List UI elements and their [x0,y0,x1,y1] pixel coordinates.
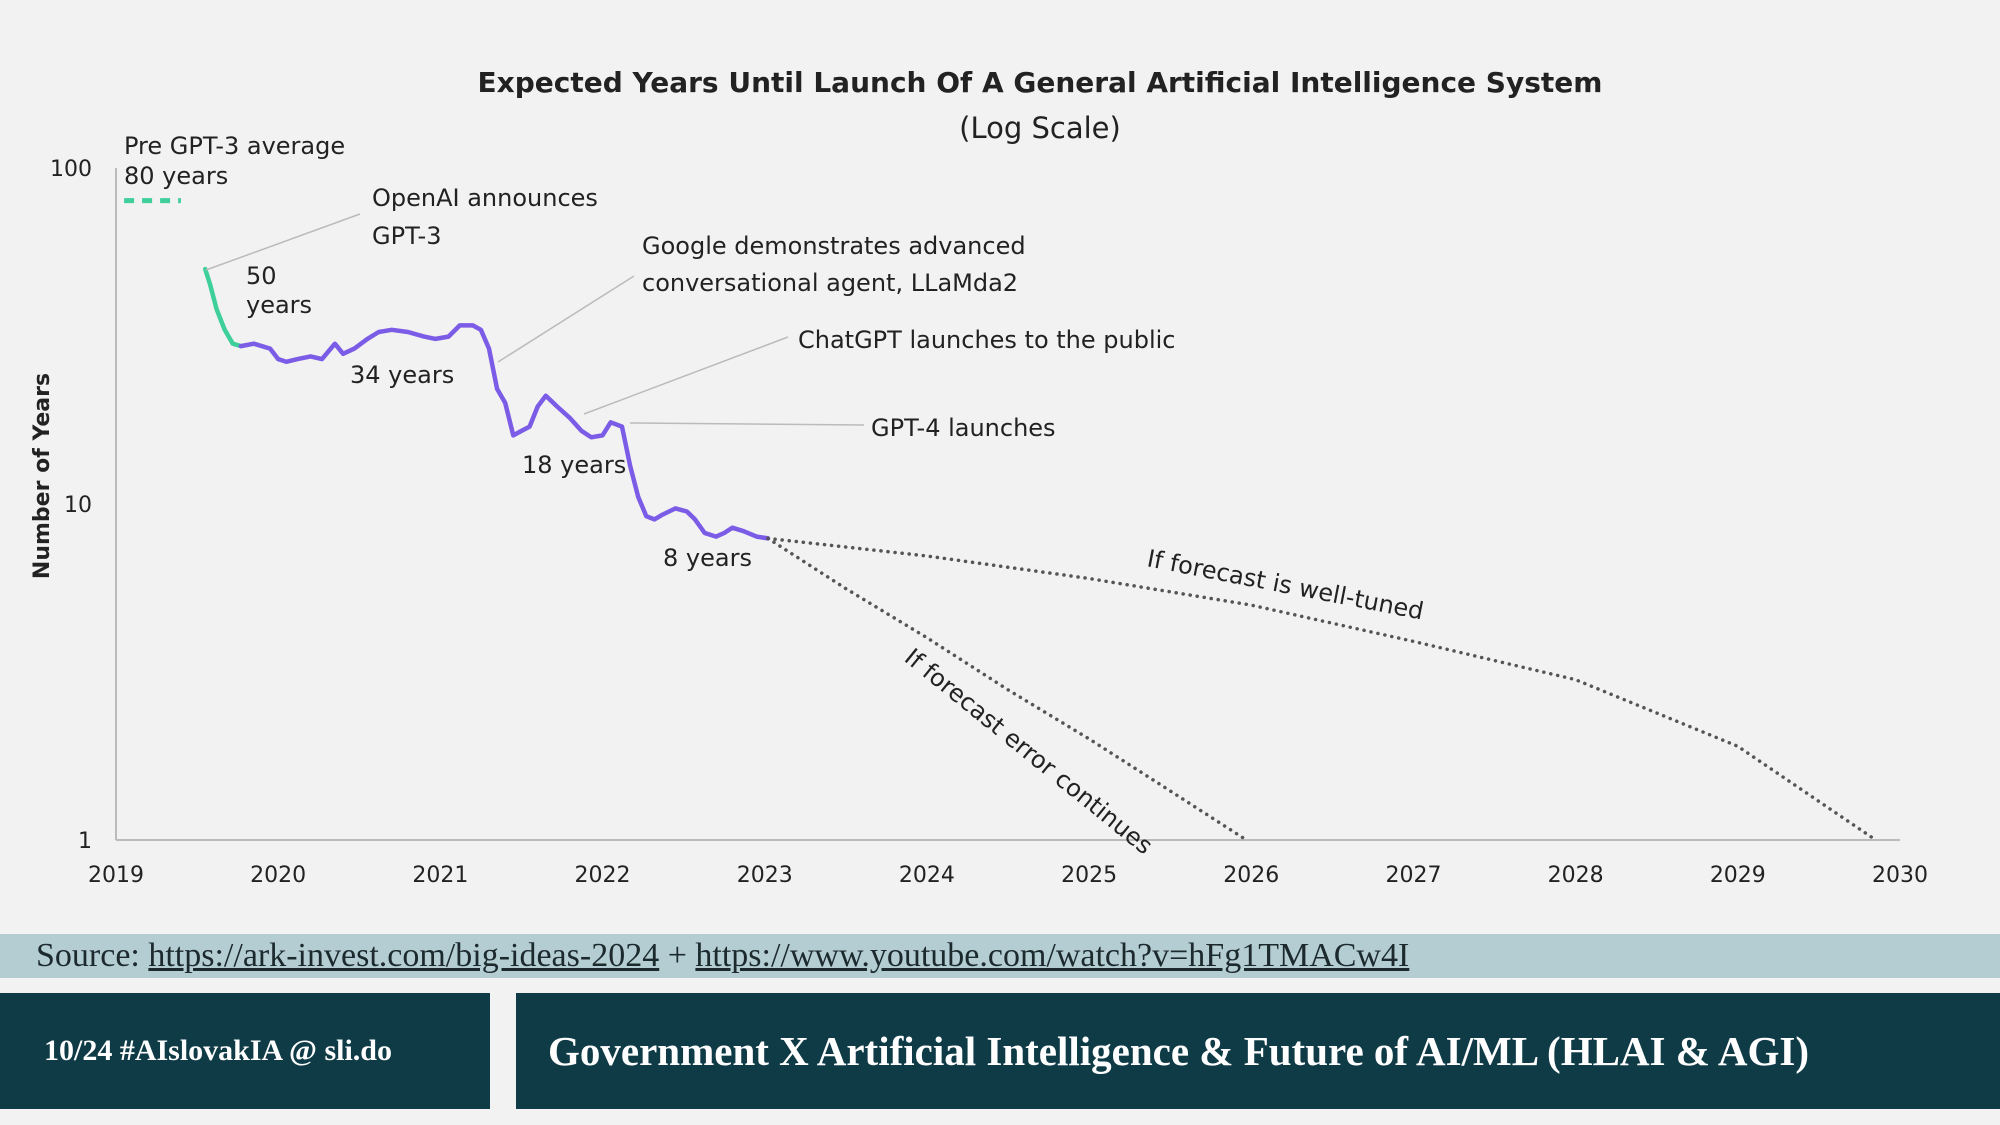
annotation-google: Google demonstrates advanced [642,232,1026,260]
series-line-0 [202,266,244,349]
annotation-34-years: 34 years [350,361,454,389]
annotation-openai: OpenAI announces [372,184,598,212]
y-tick-label: 10 [64,493,92,518]
chart-title: Expected Years Until Launch Of A General… [478,66,1603,99]
annotation-pre-gpt3: Pre GPT-3 average [124,132,345,160]
leader-openai [205,213,361,271]
series-line-2 [766,536,1878,842]
annotation-gpt4: GPT-4 launches [871,414,1056,442]
footer-title: Government X Artificial Intelligence & F… [516,993,2000,1109]
annotation-chatgpt: ChatGPT launches to the public [798,326,1176,354]
chart: Expected Years Until Launch Of A General… [30,66,1928,888]
x-tick-label: 2026 [1223,863,1279,888]
series-line-3 [766,536,1249,842]
annotation-pre-gpt3-value: 80 years [124,162,228,190]
annotation-error-continues: If forecast error continues [899,643,1158,860]
y-tick-label: 100 [50,157,92,182]
source-label: Source: [36,937,140,974]
footer-slide-info: 10/24 #AIslovakIA @ sli.do [0,993,490,1109]
footer-title-text: Government X Artificial Intelligence & F… [548,1028,1809,1074]
x-tick-label: 2019 [88,863,144,888]
x-tick-label: 2022 [575,863,631,888]
x-tick-label: 2020 [250,863,306,888]
slide-info-text: 10/24 #AIslovakIA @ sli.do [44,1034,392,1067]
x-tick-label: 2025 [1061,863,1117,888]
leader-chatgpt [583,336,789,415]
source-link-youtube[interactable]: https://www.youtube.com/watch?v=hFg1TMAC… [695,937,1410,974]
source-bar: Source: https://ark-invest.com/big-ideas… [0,934,2000,978]
annotation-50: 50 [246,262,277,290]
annotation-8-years: 8 years [663,544,752,572]
x-tick-label: 2030 [1872,863,1928,888]
annotation-well-tuned: If forecast is well-tuned [1145,544,1426,625]
x-tick-label: 2029 [1710,863,1766,888]
y-axis-label: Number of Years [30,373,55,579]
x-tick-label: 2023 [737,863,793,888]
annotation-google-line2: conversational agent, LLaMda2 [642,269,1018,297]
annotation-50-years: years [246,291,312,319]
chart-subtitle: (Log Scale) [959,111,1121,145]
source-link-ark[interactable]: https://ark-invest.com/big-ideas-2024 [148,937,660,974]
annotation-18-years: 18 years [522,451,626,479]
y-tick-label: 1 [78,829,92,854]
x-tick-label: 2021 [412,863,468,888]
x-tick-label: 2028 [1548,863,1604,888]
x-tick-label: 2027 [1385,863,1441,888]
series-line-1 [238,323,771,541]
annotation-openai-line2: GPT-3 [372,222,441,250]
x-tick-label: 2024 [899,863,955,888]
source-separator: + [667,937,687,974]
leader-gpt4 [629,422,865,426]
leader-google [497,275,635,363]
